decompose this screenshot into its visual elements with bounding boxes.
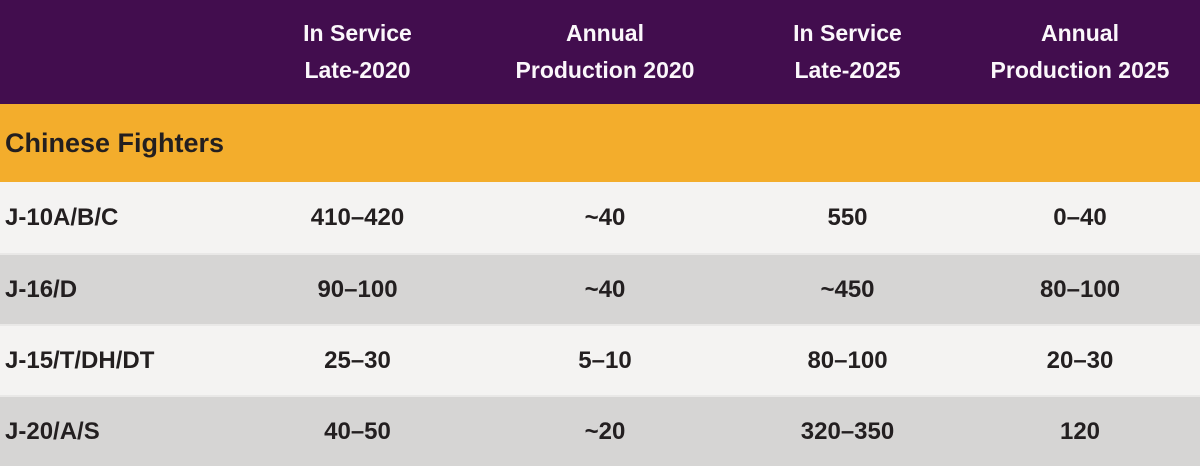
cell-value: 80–100 xyxy=(807,346,888,374)
cell-value: ~20 xyxy=(584,417,626,445)
cell-value: 0–40 xyxy=(1053,203,1107,231)
header-line: In Service xyxy=(303,20,412,46)
header-line: Annual xyxy=(1041,20,1119,46)
cell-value: 5–10 xyxy=(578,346,632,374)
cell-value: 320–350 xyxy=(800,417,895,445)
column-header-in-service-2020: In Service Late-2020 xyxy=(240,15,475,89)
header-line: Annual xyxy=(566,20,644,46)
cell-value: ~40 xyxy=(584,203,626,231)
row-label: J-16/D xyxy=(5,275,78,303)
cell-value: 410–420 xyxy=(310,203,405,231)
header-line: Late-2020 xyxy=(304,57,411,83)
row-label: J-10A/B/C xyxy=(5,203,119,231)
header-line: Production 2025 xyxy=(990,57,1170,83)
cell-value: 90–100 xyxy=(317,275,398,303)
cell-value: 25–30 xyxy=(324,346,391,374)
cell-value: 80–100 xyxy=(1039,275,1121,303)
section-title: Chinese Fighters xyxy=(5,127,225,158)
header-line: In Service xyxy=(793,20,902,46)
column-header-in-service-2025: In Service Late-2025 xyxy=(735,15,960,89)
section-header-row: Chinese Fighters xyxy=(0,104,1200,182)
table-row: J-10A/B/C 410–420 ~40 550 0–40 xyxy=(0,182,1200,253)
cell-value: ~40 xyxy=(584,275,626,303)
row-label: J-20/A/S xyxy=(5,417,100,445)
cell-value: 40–50 xyxy=(324,417,391,445)
row-label: J-15/T/DH/DT xyxy=(5,346,155,374)
table-row: J-20/A/S 40–50 ~20 320–350 120 xyxy=(0,395,1200,466)
cell-value: ~450 xyxy=(820,275,875,303)
table-header-row: In Service Late-2020 Annual Production 2… xyxy=(0,0,1200,104)
column-header-annual-production-2025: Annual Production 2025 xyxy=(960,15,1200,89)
cell-value: 550 xyxy=(827,203,868,231)
header-line: Late-2025 xyxy=(794,57,901,83)
cell-value: 120 xyxy=(1059,417,1101,445)
header-line: Production 2020 xyxy=(515,57,695,83)
table-row: J-16/D 90–100 ~40 ~450 80–100 xyxy=(0,253,1200,324)
cell-value: 20–30 xyxy=(1046,346,1114,374)
table-row: J-15/T/DH/DT 25–30 5–10 80–100 20–30 xyxy=(0,324,1200,395)
column-header-annual-production-2020: Annual Production 2020 xyxy=(475,15,735,89)
